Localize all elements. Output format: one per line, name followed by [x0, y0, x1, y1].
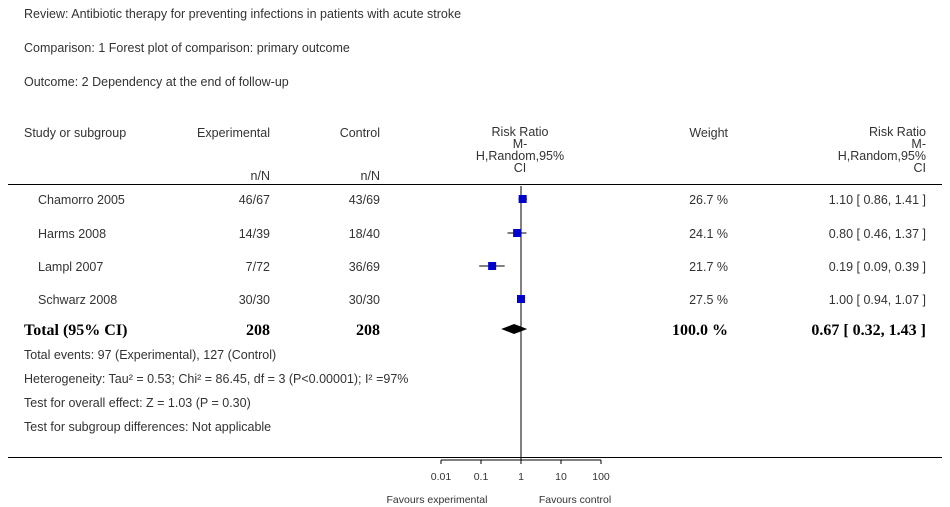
- header-weight: Weight: [689, 126, 728, 140]
- header-risk-ratio: Risk Ratio M- H,Random,95% CI: [826, 125, 927, 175]
- header-control: Control: [339, 126, 380, 140]
- total-experimental: 208: [246, 322, 270, 339]
- favours-experimental-label: Favours experimental: [386, 494, 488, 506]
- header-rr-line4: CI: [913, 161, 927, 175]
- outcome-title: Outcome: 2 Dependency at the end of foll…: [24, 75, 289, 89]
- header-study: Study or subgroup: [24, 126, 127, 140]
- study-name: Harms 2008: [38, 227, 107, 241]
- study-weight: 21.7 %: [689, 260, 728, 274]
- study-ci: 1.00 [ 0.94, 1.07 ]: [828, 293, 926, 307]
- total-control: 208: [356, 322, 380, 339]
- header-rr-line1: Risk Ratio: [869, 125, 926, 139]
- study-ci: 1.10 [ 0.86, 1.41 ]: [828, 193, 926, 207]
- header-rr-plot-line1: Risk Ratio: [491, 125, 549, 139]
- study-experimental: 7/72: [245, 260, 270, 274]
- study-control: 18/40: [348, 227, 380, 241]
- study-ci: 0.80 [ 0.46, 1.37 ]: [828, 227, 926, 241]
- footer-rule: [8, 457, 942, 458]
- header-rr-line3: H,Random,95%: [837, 149, 926, 163]
- total-label: Total (95% CI): [24, 322, 128, 339]
- study-control: 43/69: [348, 193, 380, 207]
- point-estimate-marker: [517, 295, 525, 303]
- study-weight: 24.1 %: [689, 227, 728, 241]
- overall-effect-test: Test for overall effect: Z = 1.03 (P = 0…: [24, 396, 251, 410]
- point-estimate-marker: [513, 229, 522, 237]
- total-weight: 100.0 %: [672, 322, 728, 339]
- total-events: Total events: 97 (Experimental), 127 (Co…: [24, 348, 277, 362]
- study-weight: 27.5 %: [689, 293, 728, 307]
- favours-control-label: Favours control: [538, 494, 612, 506]
- x-tick-label: 0.1: [473, 471, 489, 483]
- study-control: 36/69: [348, 260, 380, 274]
- study-control: 30/30: [348, 293, 380, 307]
- comparison-title: Comparison: 1 Forest plot of comparison:…: [24, 41, 350, 55]
- study-experimental: 46/67: [238, 193, 270, 207]
- heterogeneity-stats: Heterogeneity: Tau² = 0.53; Chi² = 86.45…: [24, 372, 409, 386]
- header-rr-plot-line3: H,Random,95%: [475, 149, 565, 163]
- header-experimental-nN: n/N: [250, 169, 270, 183]
- point-estimate-marker: [488, 262, 497, 270]
- review-title: Review: Antibiotic therapy for preventin…: [24, 7, 462, 21]
- study-ci: 0.19 [ 0.09, 0.39 ]: [828, 260, 926, 274]
- subgroup-differences-test: Test for subgroup differences: Not appli…: [24, 420, 272, 434]
- header-experimental: Experimental: [197, 126, 270, 140]
- x-tick-label: 10: [555, 471, 567, 483]
- header-rr-plot-line4: CI: [513, 161, 527, 175]
- study-experimental: 14/39: [238, 227, 270, 241]
- header-control-nN: n/N: [360, 169, 380, 183]
- pooled-estimate-diamond: [501, 324, 528, 334]
- header-rr-plot-line2: M-: [512, 137, 528, 151]
- header-rr-line2: M-: [911, 137, 926, 151]
- header-risk-ratio-plot: Risk Ratio M- H,Random,95% CI: [470, 125, 570, 175]
- total-ci: 0.67 [ 0.32, 1.43 ]: [811, 322, 926, 339]
- study-weight: 26.7 %: [689, 193, 728, 207]
- x-tick-label: 1: [518, 471, 524, 483]
- study-experimental: 30/30: [238, 293, 270, 307]
- header-rule: [8, 184, 942, 185]
- study-name: Lampl 2007: [38, 260, 104, 274]
- study-name: Chamorro 2005: [38, 193, 125, 207]
- x-tick-label: 100: [592, 471, 610, 483]
- point-estimate-marker: [518, 195, 527, 203]
- study-name: Schwarz 2008: [38, 293, 118, 307]
- x-tick-label: 0.01: [430, 471, 452, 483]
